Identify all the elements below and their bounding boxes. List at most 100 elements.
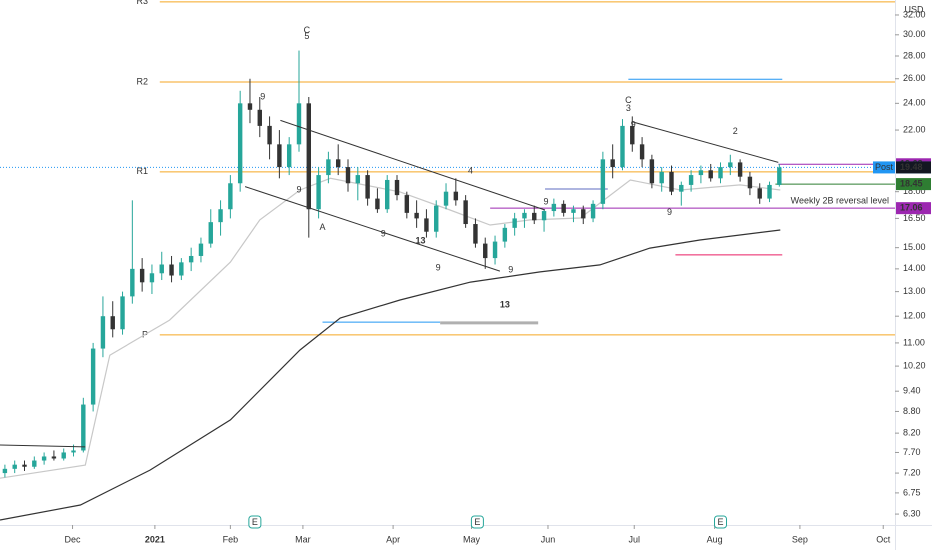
candle-body [159,264,164,274]
annotation: 13 [500,300,510,310]
annotation: C [625,95,632,105]
candle-body [130,268,135,297]
candle-body [139,268,145,283]
event-marker [714,515,728,529]
candle-body [649,159,655,184]
x-tick-label: Feb [223,534,239,544]
candle-body [414,212,419,219]
y-tick-label: 28.00 [903,50,926,60]
y-tick-label: 15.00 [903,242,926,252]
event-marker [248,515,262,529]
y-tick-label: 8.80 [903,406,921,416]
candle-body [718,167,723,179]
candle-body [208,222,213,244]
candle-body [316,175,321,210]
candle-body [659,171,664,184]
trendline [280,119,546,211]
y-tick-label: 7.70 [903,447,921,457]
candle-body [306,103,311,210]
candle-body [522,212,527,219]
annotation: 3 [626,103,631,113]
candle-body [551,203,557,212]
x-tick-label: Dec [65,534,82,544]
candle-body [120,296,125,330]
candle-body [708,170,713,179]
y-tick-label: 6.30 [903,508,921,518]
candle-body [355,175,361,184]
x-tick-label: Oct [876,534,891,544]
level-label: R3 [136,0,148,6]
candle-body [453,191,459,201]
candle-body [394,179,400,196]
y-tick-label: 22.00 [903,124,926,134]
event-marker [470,515,484,529]
event-label: E [718,517,724,527]
candle-body [443,191,449,206]
candle-body [277,144,282,168]
candle-body [747,176,753,189]
candle-body [247,103,253,110]
candle-body [41,456,47,461]
annotation: 9 [260,91,265,101]
candle-body [345,167,351,184]
x-tick-label: Apr [386,534,400,544]
candle-body [100,316,106,349]
candle-body [600,159,606,204]
price-label-box [896,161,931,174]
price-tag-box [873,161,895,174]
candle-body [590,203,596,219]
candle-body [571,209,576,213]
y-tick-label: 11.00 [903,337,925,347]
x-tick-label: Jul [628,534,640,544]
level-label: Weekly 2B reversal level [791,196,889,206]
candle-body [32,460,37,467]
price-label: 17.06 [900,203,923,213]
candle-body [2,468,8,474]
candle-body [463,200,468,225]
price-label: 18.45 [900,178,923,188]
trendline [244,186,501,272]
candle-body [404,195,410,213]
annotation: 4 [468,165,473,175]
candle-body [51,456,57,459]
candle-body [90,348,96,405]
candle-body [610,159,615,168]
candle-body [502,227,508,242]
candle-body [228,183,233,210]
moving-average [0,177,781,479]
annotation: 9 [436,262,441,272]
y-tick-label: 26.00 [903,73,926,83]
candle-body [630,125,635,145]
annotation: 9 [381,228,386,238]
candle-body [639,144,645,160]
y-tick-label: 6.75 [903,487,921,497]
currency: USD [904,4,924,14]
price-label-box [896,178,931,191]
x-tick-label: Mar [295,534,311,544]
annotation: 9 [296,184,301,194]
candle-body [71,450,76,453]
candle-body [541,211,547,221]
candle-body [492,241,498,259]
annotation: C [304,25,311,35]
candle-body [335,159,341,168]
candle-body [669,171,674,192]
y-tick-label: 18.00 [903,186,926,196]
candle-body [737,162,743,177]
candle-body [365,175,370,199]
candle-body [620,125,625,168]
candle-body [61,452,66,459]
candle-body [767,184,772,199]
candle-body [326,159,331,176]
annotation: 5 [304,31,309,41]
candle-body [110,316,115,330]
annotation: 9 [667,207,672,217]
candle-body [532,212,537,221]
candle-body [385,179,390,210]
annotation: 9 [544,196,549,206]
y-tick-label: 12.00 [903,311,926,321]
candle-body [512,218,517,228]
candle-body [296,103,302,145]
